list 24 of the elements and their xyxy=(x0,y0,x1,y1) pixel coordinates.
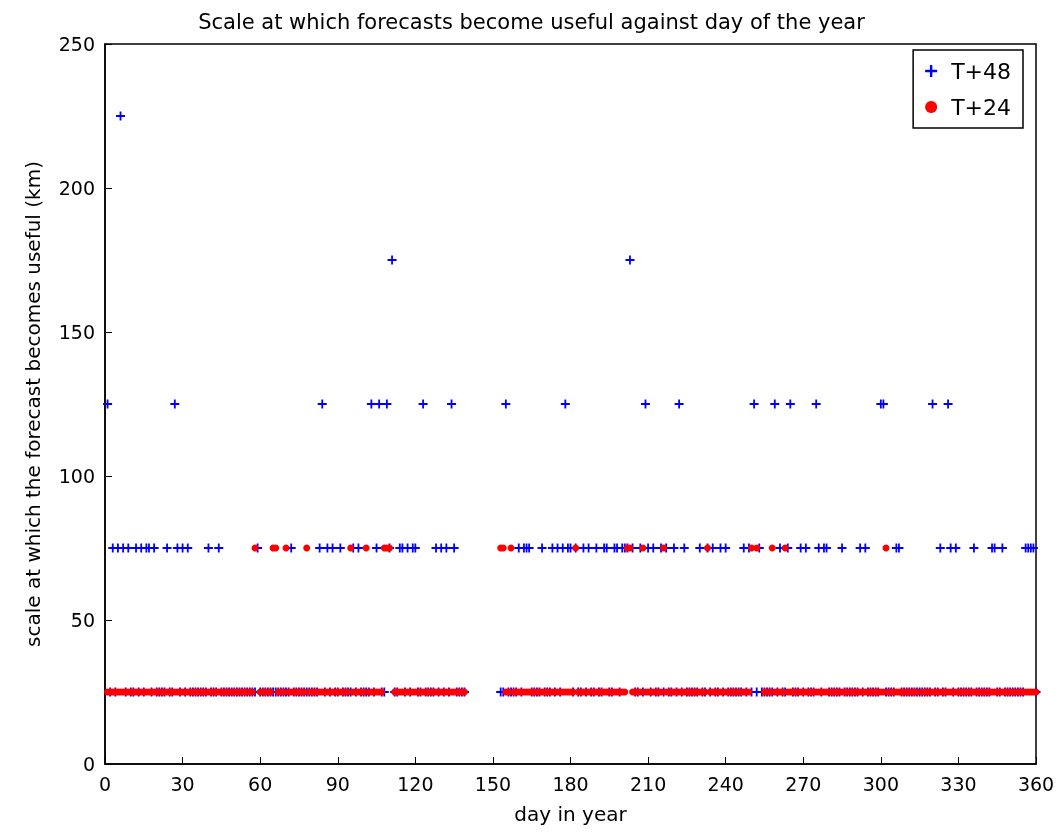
x-tick-label: 0 xyxy=(98,772,112,795)
y-tick-label: 0 xyxy=(82,753,95,775)
y-tick-label: 200 xyxy=(58,177,95,199)
x-tick-label: 330 xyxy=(940,772,977,795)
x-tick-label: 150 xyxy=(474,772,512,795)
x-tick-label: 60 xyxy=(248,772,273,795)
y-tick-label: 250 xyxy=(58,33,95,55)
x-tick-label: 90 xyxy=(325,772,350,795)
chart-title: Scale at which forecasts become useful against day of the year xyxy=(198,9,866,34)
y-tick-label: 50 xyxy=(70,609,95,631)
x-tick-label: 300 xyxy=(862,772,899,795)
x-tick-label: 240 xyxy=(707,772,744,795)
x-tick-label: 30 xyxy=(170,772,195,795)
x-tick-label: 360 xyxy=(1017,772,1055,795)
legend-label: T+24 xyxy=(950,94,1012,120)
x-tick-label: 270 xyxy=(785,772,822,795)
y-axis-title: scale at which the forecast becomes useful (km) xyxy=(21,161,45,647)
x-tick-label: 120 xyxy=(397,772,434,795)
y-tick-label: 100 xyxy=(58,465,95,487)
x-tick-label: 210 xyxy=(629,772,667,795)
legend-label: T+48 xyxy=(950,58,1012,84)
x-tick-label: 180 xyxy=(552,772,589,795)
y-tick-label: 150 xyxy=(58,321,95,343)
x-axis-title: day in year xyxy=(514,802,628,826)
